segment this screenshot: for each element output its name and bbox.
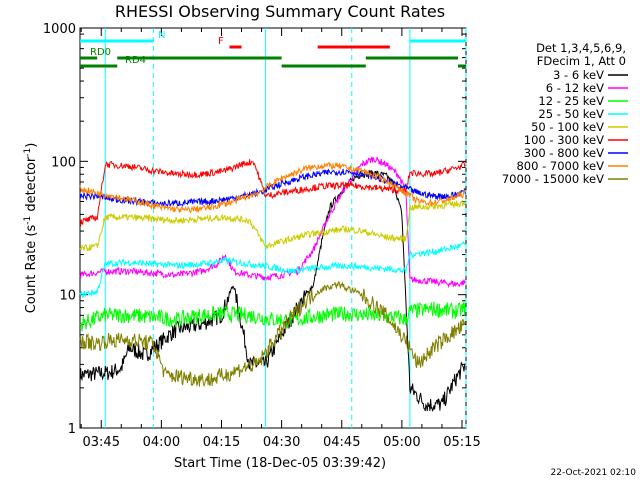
y-axis-label-sup2: -1 (23, 148, 33, 157)
series-line (79, 169, 466, 412)
series-line (79, 281, 466, 388)
series-line (79, 240, 466, 299)
chart-title: RHESSI Observing Summary Count Rates (115, 2, 445, 21)
annotation-label: N (158, 30, 165, 41)
series-line (79, 199, 466, 252)
y-axis-label-end: ) (24, 143, 39, 148)
series-line (79, 161, 466, 214)
legend-header-1: Det 1,3,4,5,6,9, (536, 41, 626, 55)
legend-entry-label: 50 - 100 keV (531, 120, 604, 134)
legend-entry-label: 100 - 300 keV (524, 133, 604, 147)
y-axis-label-start: Count Rate (s (24, 225, 39, 314)
x-tick-label: 04:00 (143, 435, 180, 450)
annotation-label: F (218, 36, 224, 47)
x-tick-label: 03:45 (83, 435, 120, 450)
y-tick-label: 1000 (43, 22, 76, 37)
y-tick-label: 100 (51, 155, 76, 170)
annotation-label: RD0 (90, 47, 111, 58)
footer-timestamp: 22-Oct-2021 02:10 (551, 468, 637, 478)
y-axis-label: Count Rate (s-1 detector-1) (23, 143, 39, 314)
x-tick-label: 04:30 (263, 435, 300, 450)
x-tick-label: 04:45 (323, 435, 360, 450)
annotation-label: RD4 (125, 55, 146, 66)
y-axis-label-mid: detector (24, 156, 39, 216)
series-line (79, 168, 466, 208)
legend: Det 1,3,4,5,6,9, FDecim 1, Att 0 3 - 6 k… (502, 41, 628, 186)
y-tick-label: 10 (59, 289, 76, 304)
legend-entry-label: 300 - 800 keV (524, 146, 604, 160)
legend-entry-label: 12 - 25 keV (538, 94, 604, 108)
legend-entry-label: 800 - 7000 keV (516, 159, 604, 173)
x-axis-label: Start Time (18-Dec-05 03:39:42) (174, 456, 386, 471)
legend-entry-label: 6 - 12 keV (546, 81, 604, 95)
x-tick-label: 05:15 (443, 435, 480, 450)
x-tick-label: 05:00 (383, 435, 420, 450)
legend-entry-label: 3 - 6 keV (553, 68, 604, 82)
legend-header-2: FDecim 1, Att 0 (537, 54, 626, 68)
series-line (79, 301, 466, 332)
y-axis-label-sup: -1 (23, 216, 33, 225)
legend-entry-label: 25 - 50 keV (538, 107, 604, 121)
plot-area: 1 10 100 1000 03:45 04:00 04:15 04:30 04:45 05:00… (43, 22, 481, 450)
series-line (79, 155, 466, 289)
x-tick-label: 04:15 (203, 435, 240, 450)
legend-entry-label: 7000 - 15000 keV (502, 172, 604, 186)
y-tick-label: 1 (68, 422, 76, 437)
